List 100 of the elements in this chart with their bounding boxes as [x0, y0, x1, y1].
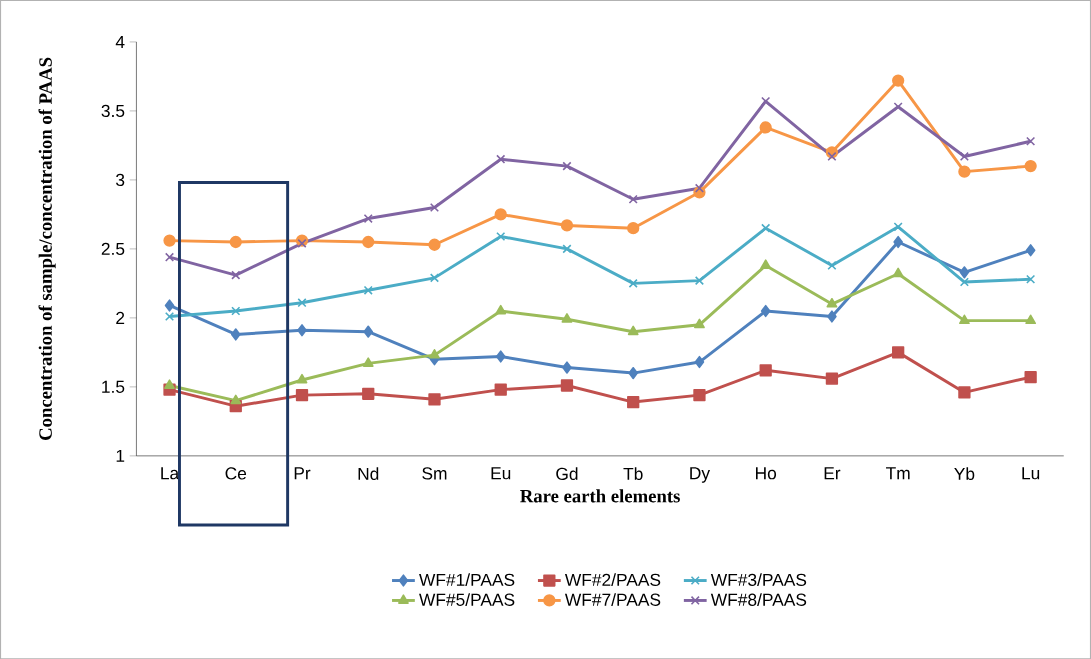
point: [495, 350, 506, 363]
y-tick-label: 3.5: [101, 104, 125, 117]
point: [494, 208, 507, 221]
x-axis-title: Rare earth elements: [520, 489, 680, 503]
point: [494, 383, 507, 396]
point: [1025, 243, 1036, 257]
point: [1026, 136, 1036, 146]
point: [827, 260, 837, 270]
point: [958, 386, 971, 399]
legend-label: WF#1/PAAS: [419, 573, 515, 586]
point: [627, 221, 640, 235]
point: [761, 223, 771, 233]
point: [428, 238, 441, 251]
legend-label: WF#2/PAAS: [564, 573, 661, 586]
point: [1024, 370, 1037, 384]
y-tick-label: 2.5: [101, 242, 125, 255]
point: [827, 310, 837, 323]
point: [628, 366, 639, 380]
point: [163, 234, 176, 247]
point: [164, 299, 175, 312]
point: [561, 312, 573, 323]
legend-label: WF#5/PAAS: [419, 592, 515, 606]
point: [231, 270, 241, 280]
y-tick-label: 1.5: [102, 380, 125, 393]
point: [229, 235, 242, 248]
point: [826, 297, 838, 308]
point: [959, 277, 969, 287]
point: [560, 219, 574, 232]
point: [164, 379, 175, 389]
y-tick-label: 3: [116, 173, 125, 186]
x-tick-label: Gd: [556, 467, 578, 480]
point: [893, 235, 903, 248]
point: [562, 361, 572, 374]
x-tick-label: Yb: [954, 467, 975, 480]
point: [760, 304, 771, 317]
point: [827, 151, 837, 161]
point: [363, 325, 374, 338]
point: [892, 267, 904, 278]
point: [495, 304, 507, 315]
point: [562, 161, 572, 171]
point: [363, 213, 373, 223]
point: [694, 275, 705, 286]
y-tick-label: 4: [115, 35, 125, 48]
x-tick-label: Tb: [623, 467, 643, 480]
point: [628, 194, 638, 204]
point: [429, 273, 440, 283]
point: [362, 357, 374, 367]
point: [562, 244, 572, 254]
x-tick-label: Er: [824, 467, 841, 480]
point: [627, 395, 640, 409]
point: [560, 379, 574, 392]
point: [759, 364, 772, 377]
point: [429, 348, 440, 359]
x-tick-label: Nd: [358, 467, 379, 480]
point: [959, 266, 970, 279]
point: [297, 323, 307, 337]
x-tick-label: Lu: [1022, 467, 1040, 480]
point: [1024, 159, 1037, 173]
y-tick-label: 2: [116, 311, 125, 324]
point: [362, 235, 375, 248]
point: [694, 318, 705, 329]
y-axis-title: Concentration of sample/concentration of PAAS: [38, 57, 56, 440]
point: [760, 259, 772, 269]
x-tick-label: Pr: [294, 467, 311, 480]
x-tick-label: Eu: [491, 467, 511, 480]
point: [230, 394, 242, 404]
point: [958, 314, 970, 324]
point: [296, 373, 308, 384]
x-tick-label: Ho: [756, 467, 777, 480]
x-tick-label: Sm: [422, 467, 447, 480]
point: [164, 311, 175, 321]
point: [230, 328, 241, 341]
point: [693, 388, 706, 402]
y-tick-label: 1: [116, 449, 125, 462]
point: [892, 346, 905, 359]
point: [627, 325, 639, 335]
point: [297, 238, 307, 248]
legend-label: WF#3/PAAS: [710, 573, 807, 586]
point: [295, 388, 309, 402]
x-tick-label: Ce: [225, 467, 247, 480]
point: [496, 231, 506, 241]
point: [1025, 314, 1037, 324]
point: [496, 154, 506, 164]
legend-label: WF#8/PAAS: [710, 592, 807, 606]
point: [363, 285, 373, 295]
point: [893, 222, 903, 232]
point: [231, 306, 241, 316]
x-tick-label: Tm: [886, 467, 910, 480]
point: [628, 278, 638, 288]
point: [694, 355, 705, 369]
point: [164, 252, 175, 262]
point: [297, 297, 307, 308]
point: [1026, 274, 1036, 284]
point: [959, 151, 969, 161]
point: [759, 121, 772, 134]
point: [825, 372, 839, 385]
point: [958, 165, 971, 178]
legend-label: WF#7/PAAS: [564, 592, 661, 606]
point: [892, 74, 905, 87]
x-tick-label: La: [161, 467, 180, 480]
